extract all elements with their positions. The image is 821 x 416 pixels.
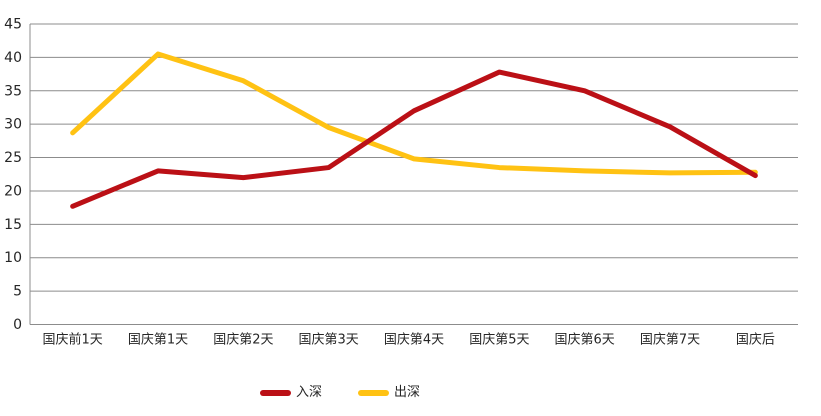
y-tick-label: 0 [13, 317, 22, 333]
series-line-in-shenzhen [70, 69, 758, 209]
x-tick-label: 国庆第3天 [299, 333, 359, 348]
legend-mark-in-shenzhen [260, 389, 291, 396]
y-tick-label: 15 [4, 217, 22, 233]
series-line-out-shenzhen [70, 51, 758, 176]
x-tick-label: 国庆第1天 [128, 333, 188, 348]
y-tick-label: 30 [4, 117, 22, 133]
y-tick-label: 25 [4, 150, 22, 166]
y-tick-label: 10 [4, 250, 22, 266]
x-tick-label: 国庆第2天 [213, 333, 273, 348]
x-tick-label: 国庆前1天 [43, 332, 103, 348]
y-tick-label: 5 [13, 284, 22, 300]
x-tick-label: 国庆第5天 [469, 333, 529, 348]
x-tick-label: 国庆第6天 [555, 333, 615, 348]
legend-label-out-shenzhen: 出深 [394, 385, 421, 400]
x-tick-label: 国庆第4天 [384, 333, 444, 348]
legend-label-in-shenzhen: 入深 [296, 385, 323, 400]
legend-mark-out-shenzhen [358, 389, 390, 396]
x-tick-label: 国庆第7天 [640, 333, 700, 348]
y-tick-label: 35 [4, 83, 22, 99]
y-tick-label: 45 [4, 17, 22, 33]
y-tick-label: 20 [4, 183, 22, 199]
legend: 入深 出深 [260, 386, 420, 399]
x-tick-label: 国庆后 [736, 333, 775, 348]
legend-item-out-shenzhen: 出深 [358, 386, 420, 399]
legend-item-in-shenzhen: 入深 [260, 386, 322, 399]
y-tick-label: 40 [4, 50, 22, 66]
